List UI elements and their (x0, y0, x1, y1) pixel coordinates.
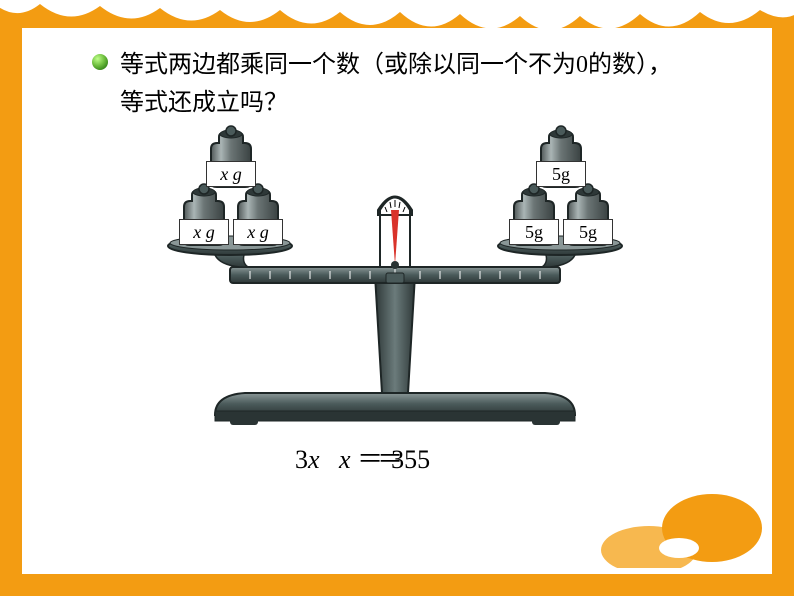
top-cloud-decoration (0, 0, 794, 40)
weight-label-right-br: 5g (563, 219, 613, 245)
equation-text: 3x x ＝＝355 (295, 439, 555, 475)
balance-scale-diagram: x g x g x g 5g 5g 5g (160, 115, 630, 425)
bullet-icon (90, 52, 110, 72)
weight-label-left-top: x g (206, 161, 256, 187)
equation-lhs-var: x (308, 445, 320, 474)
corner-blob-decoration (594, 478, 764, 568)
weight-label-left-br: x g (233, 219, 283, 245)
slide-canvas: 等式两边都乘同一个数（或除以同一个不为0的数），等式还成立吗？ (0, 0, 794, 596)
equation-mid-var: x (339, 445, 351, 474)
frame-left (0, 0, 22, 596)
equation-rhs-alt: 355 (391, 445, 430, 474)
equation-lhs-coeff: 3 (295, 445, 308, 474)
weight-label-right-bl: 5g (509, 219, 559, 245)
frame-right (772, 0, 794, 596)
frame-bottom (0, 574, 794, 596)
weight-label-left-bl: x g (179, 219, 229, 245)
weight-label-right-top: 5g (536, 161, 586, 187)
equation-overlap: x ＝＝355 (339, 439, 438, 476)
equation-eq1: ＝ (357, 445, 377, 474)
question-text: 等式两边都乘同一个数（或除以同一个不为0的数），等式还成立吗？ (120, 46, 680, 123)
